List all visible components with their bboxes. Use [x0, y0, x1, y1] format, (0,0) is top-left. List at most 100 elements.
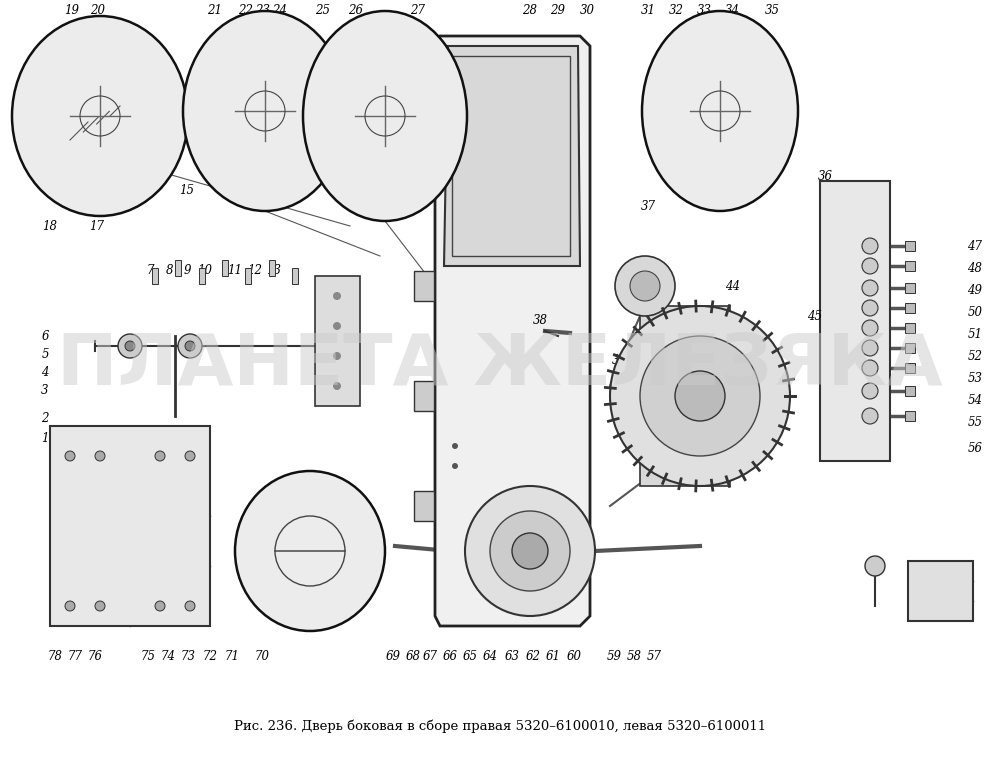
- Text: 70: 70: [254, 650, 270, 663]
- Circle shape: [675, 371, 725, 421]
- Circle shape: [862, 360, 878, 376]
- Circle shape: [490, 511, 570, 591]
- Text: 41: 41: [630, 375, 644, 388]
- Bar: [414, 271, 434, 301]
- Text: 66: 66: [442, 650, 458, 663]
- Text: 74: 74: [160, 650, 176, 663]
- Text: 17: 17: [90, 220, 104, 233]
- Text: 5: 5: [41, 348, 49, 361]
- Text: 20: 20: [90, 5, 106, 18]
- Circle shape: [862, 408, 878, 424]
- Text: 1: 1: [41, 431, 49, 444]
- Circle shape: [155, 601, 165, 611]
- Text: 51: 51: [968, 328, 982, 341]
- Bar: [905, 411, 915, 421]
- Bar: [269, 260, 275, 276]
- Text: 40: 40: [631, 355, 646, 368]
- FancyBboxPatch shape: [908, 561, 973, 621]
- Text: 15: 15: [180, 185, 194, 198]
- Text: 59: 59: [606, 650, 622, 663]
- Circle shape: [333, 322, 341, 330]
- Text: 8: 8: [166, 264, 174, 277]
- Text: 4: 4: [41, 365, 49, 378]
- Bar: [905, 323, 915, 333]
- Text: 10: 10: [198, 264, 212, 277]
- Circle shape: [185, 341, 195, 351]
- Text: 67: 67: [422, 650, 438, 663]
- Circle shape: [615, 256, 675, 316]
- Text: 16: 16: [150, 179, 164, 192]
- Bar: [414, 491, 434, 521]
- Circle shape: [125, 341, 135, 351]
- FancyBboxPatch shape: [820, 181, 890, 461]
- Circle shape: [862, 238, 878, 254]
- Bar: [152, 268, 158, 284]
- Bar: [905, 386, 915, 396]
- Circle shape: [640, 336, 760, 456]
- Text: 31: 31: [640, 5, 656, 18]
- Text: 28: 28: [522, 5, 538, 18]
- Text: 36: 36: [818, 169, 832, 182]
- Circle shape: [862, 280, 878, 296]
- Circle shape: [155, 451, 165, 461]
- Circle shape: [862, 383, 878, 399]
- Text: 9: 9: [183, 264, 191, 277]
- Circle shape: [610, 306, 790, 486]
- Circle shape: [178, 334, 202, 358]
- Circle shape: [333, 292, 341, 300]
- Text: 61: 61: [546, 650, 560, 663]
- Text: 25: 25: [316, 5, 330, 18]
- Bar: [292, 268, 298, 284]
- Text: 33: 33: [696, 5, 712, 18]
- Text: 14: 14: [228, 189, 242, 202]
- Text: 32: 32: [668, 5, 684, 18]
- Circle shape: [118, 334, 142, 358]
- Text: 60: 60: [566, 650, 582, 663]
- Circle shape: [333, 352, 341, 360]
- Ellipse shape: [303, 11, 467, 221]
- Text: 63: 63: [505, 650, 520, 663]
- Circle shape: [185, 451, 195, 461]
- Polygon shape: [435, 36, 590, 626]
- Text: 43: 43: [672, 329, 688, 342]
- Circle shape: [862, 340, 878, 356]
- Text: 45: 45: [808, 309, 822, 322]
- Text: 3: 3: [41, 384, 49, 397]
- Text: 12: 12: [248, 264, 262, 277]
- Text: 38: 38: [532, 315, 548, 328]
- FancyBboxPatch shape: [50, 426, 210, 626]
- Circle shape: [95, 451, 105, 461]
- Text: 64: 64: [482, 650, 498, 663]
- Circle shape: [512, 533, 548, 569]
- Text: 11: 11: [228, 264, 242, 277]
- Text: 52: 52: [968, 349, 982, 362]
- Circle shape: [333, 382, 341, 390]
- Text: 75: 75: [140, 650, 156, 663]
- Text: 23: 23: [256, 5, 270, 18]
- Circle shape: [65, 451, 75, 461]
- Text: 21: 21: [208, 5, 222, 18]
- Text: 27: 27: [411, 5, 426, 18]
- Text: 24: 24: [272, 5, 288, 18]
- Text: 55: 55: [968, 415, 982, 428]
- Bar: [905, 261, 915, 271]
- Text: 62: 62: [526, 650, 540, 663]
- Bar: [222, 260, 228, 276]
- Text: 58: 58: [626, 650, 642, 663]
- Text: 34: 34: [724, 5, 740, 18]
- Text: 44: 44: [726, 280, 740, 293]
- Bar: [245, 268, 251, 284]
- Ellipse shape: [642, 11, 798, 211]
- Text: 37: 37: [640, 199, 656, 212]
- Bar: [905, 343, 915, 353]
- Text: 46: 46: [744, 375, 760, 388]
- Text: 56: 56: [968, 441, 982, 454]
- Text: 76: 76: [88, 650, 103, 663]
- Text: 22: 22: [239, 5, 254, 18]
- Text: 35: 35: [765, 5, 780, 18]
- Ellipse shape: [12, 16, 188, 216]
- Text: 6: 6: [41, 329, 49, 342]
- Text: 69: 69: [386, 650, 400, 663]
- Bar: [175, 260, 181, 276]
- Text: 13: 13: [266, 264, 282, 277]
